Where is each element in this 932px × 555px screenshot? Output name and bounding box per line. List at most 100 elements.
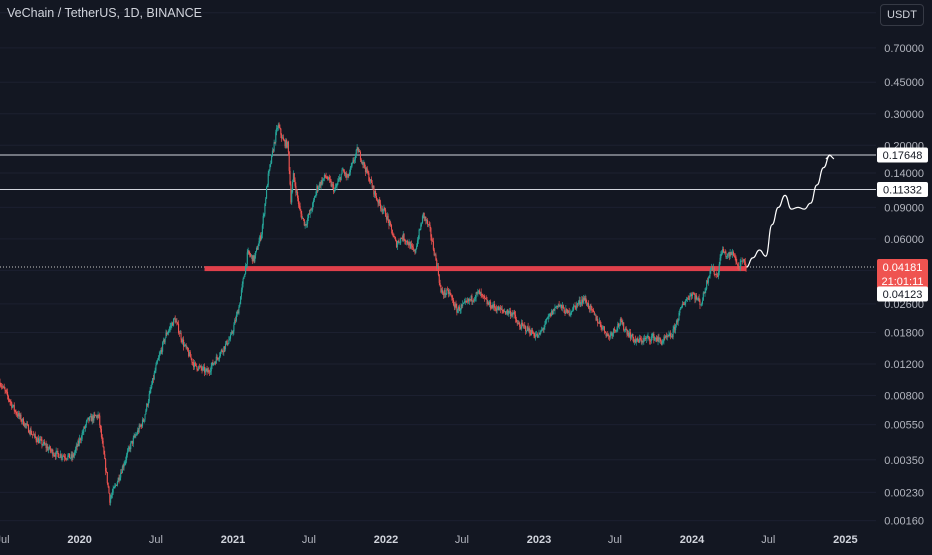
candle — [445, 292, 447, 298]
candle — [189, 350, 191, 358]
candle — [424, 216, 426, 221]
support-zone[interactable] — [204, 266, 747, 272]
candle — [232, 329, 234, 337]
candle — [610, 331, 612, 336]
candle — [421, 222, 423, 227]
candle — [175, 318, 177, 323]
candle — [94, 411, 96, 419]
candle — [544, 320, 546, 330]
candle — [618, 323, 621, 330]
candle — [603, 325, 605, 331]
candle — [258, 237, 260, 247]
time-axis[interactable]: Jul 2020 Jul 2021 Jul 2022 Jul 2023 Jul 2024 Jul 20… — [0, 534, 858, 546]
candle — [134, 434, 136, 438]
candle — [168, 326, 170, 333]
price-tick-label: 0.00800 — [884, 391, 924, 403]
candle — [43, 439, 45, 446]
candle — [644, 335, 647, 341]
candle — [235, 316, 237, 324]
candle — [416, 243, 418, 250]
candle — [276, 125, 278, 136]
candle — [122, 463, 124, 471]
candle — [282, 134, 284, 141]
candle — [571, 310, 573, 316]
candle — [159, 350, 161, 356]
candle — [265, 197, 267, 207]
candle — [281, 134, 284, 139]
candle — [126, 452, 128, 464]
candle — [231, 330, 233, 335]
candle — [457, 305, 460, 314]
candle — [680, 305, 683, 309]
candle — [110, 494, 112, 506]
candle — [27, 424, 30, 433]
candle — [563, 307, 565, 314]
candle — [543, 324, 545, 334]
candle — [713, 266, 715, 276]
candle — [448, 288, 450, 297]
candle — [482, 293, 484, 299]
candle — [147, 399, 149, 408]
candle — [38, 436, 40, 444]
candle — [376, 197, 378, 202]
candle — [80, 435, 82, 444]
price-tick-label: 0.45000 — [884, 77, 924, 89]
candle — [738, 266, 740, 271]
candle — [527, 322, 529, 332]
candle — [426, 219, 428, 224]
candle — [668, 330, 670, 337]
candle — [17, 410, 19, 419]
candle — [64, 454, 66, 461]
candle — [1, 383, 4, 390]
candle — [229, 332, 232, 342]
candle — [30, 426, 32, 436]
candle — [293, 172, 295, 183]
currency-button[interactable]: USDT — [880, 4, 924, 26]
candle — [391, 229, 393, 236]
candle — [350, 163, 352, 170]
candle — [664, 334, 666, 341]
candle — [634, 339, 636, 346]
candle — [89, 416, 91, 422]
candle — [319, 181, 321, 189]
candle — [291, 188, 293, 205]
candle — [355, 149, 357, 159]
candle — [354, 153, 356, 164]
candle — [317, 185, 320, 192]
candle — [81, 430, 83, 441]
candle — [186, 345, 188, 350]
candle — [5, 389, 7, 394]
candle — [651, 332, 653, 341]
candle — [184, 344, 186, 347]
candle — [356, 144, 358, 151]
candle — [569, 312, 571, 317]
projection-path[interactable] — [746, 154, 831, 268]
candle — [182, 337, 184, 345]
candle — [359, 149, 361, 153]
candle — [39, 435, 41, 444]
candle — [364, 161, 366, 169]
candle — [597, 322, 600, 324]
candle — [705, 287, 707, 294]
candle — [535, 331, 537, 341]
candle — [172, 318, 175, 327]
candle — [163, 338, 165, 344]
projection-arrow-icon — [825, 154, 835, 160]
candle — [703, 291, 705, 294]
candle — [459, 308, 461, 314]
candle — [493, 301, 495, 311]
candle — [156, 360, 158, 366]
candle — [132, 435, 134, 448]
candle — [696, 297, 698, 301]
candle — [86, 418, 88, 423]
candle — [602, 325, 604, 331]
candle — [328, 176, 330, 181]
candle — [302, 217, 305, 222]
candle — [720, 251, 722, 261]
candle — [528, 327, 530, 334]
candle — [153, 370, 155, 381]
candle — [312, 201, 314, 212]
candle — [649, 338, 652, 345]
